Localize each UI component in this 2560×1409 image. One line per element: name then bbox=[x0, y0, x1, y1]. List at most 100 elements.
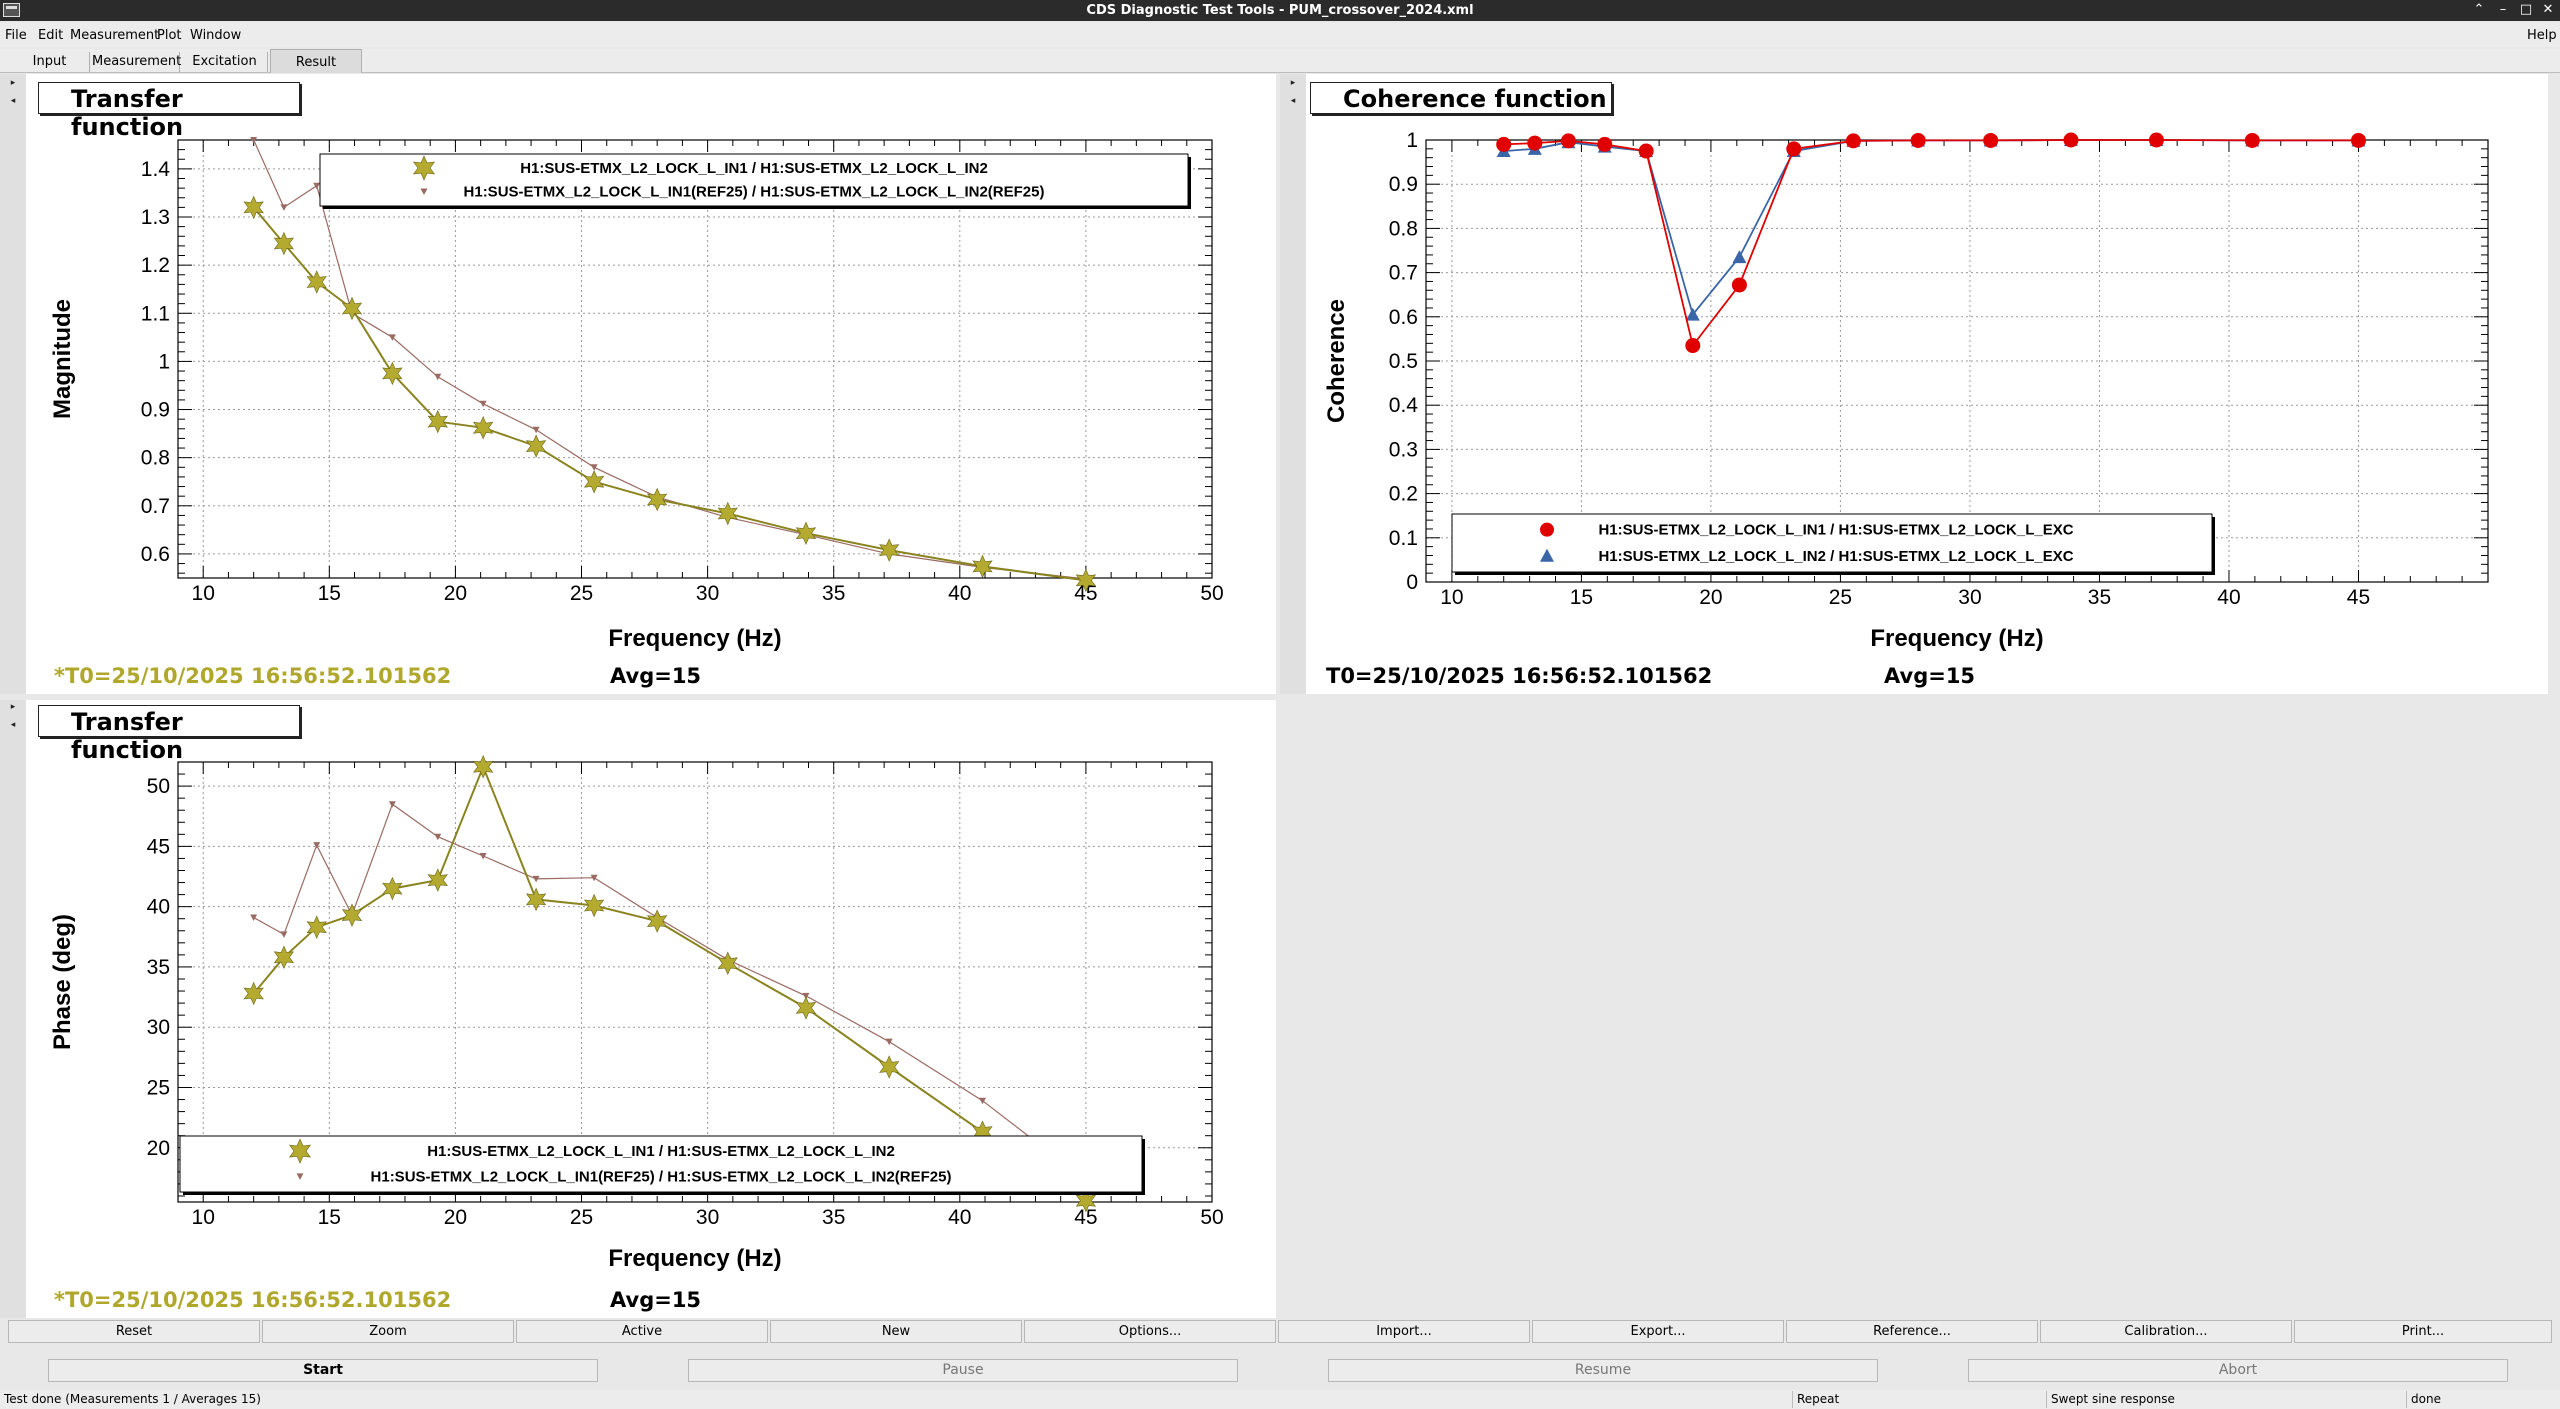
chevron-up-icon[interactable]: ⌃ bbox=[2473, 2, 2485, 17]
x-tick-label: 40 bbox=[948, 582, 971, 605]
minimize-icon[interactable]: – bbox=[2499, 2, 2507, 17]
data-point-triangle-up bbox=[1732, 250, 1747, 264]
data-point-circle bbox=[1597, 136, 1613, 152]
export-button[interactable]: Export... bbox=[1532, 1320, 1784, 1343]
coherence-chart[interactable]: 10 15 20 25 30 35 40 45 0 0.1 0.2 0.3 0.4 0.5 0.6 0.7 0.… bbox=[1306, 74, 2548, 694]
abort-button[interactable]: Abort bbox=[1968, 1359, 2508, 1382]
status-repeat: Repeat bbox=[1792, 1391, 2046, 1408]
data-point-triangle-down bbox=[590, 464, 598, 471]
title-bar: CDS Diagnostic Test Tools - PUM_crossove… bbox=[0, 0, 2560, 21]
plot-title: Transfer function bbox=[38, 705, 300, 764]
start-button[interactable]: Start bbox=[48, 1359, 598, 1382]
data-point-triangle-down bbox=[388, 801, 396, 808]
legend-label: H1:SUS-ETMX_L2_LOCK_L_IN1 / H1:SUS-ETMX_… bbox=[1598, 522, 2073, 539]
y-tick-label: 0.3 bbox=[1389, 438, 1418, 461]
legend-marker bbox=[1540, 548, 1554, 562]
calibration-button[interactable]: Calibration... bbox=[2040, 1320, 2292, 1343]
expand-left-icon[interactable]: ◂ bbox=[10, 720, 16, 730]
reference-button[interactable]: Reference... bbox=[1786, 1320, 2038, 1343]
magnitude-chart[interactable]: 10 15 20 25 30 35 40 45 50 0.6 0.7 0.8 0.9 1 1.1 1.2 1.3… bbox=[26, 74, 1276, 694]
x-tick-label: 45 bbox=[1074, 1206, 1097, 1229]
data-point-triangle-down bbox=[479, 400, 487, 408]
expand-left-icon[interactable]: ◂ bbox=[1290, 96, 1296, 106]
y-tick-label: 0.9 bbox=[1389, 173, 1418, 196]
x-axis-label: Frequency (Hz) bbox=[608, 625, 781, 652]
close-icon[interactable]: ✕ bbox=[2542, 2, 2554, 17]
maximize-icon[interactable]: □ bbox=[2519, 2, 2533, 17]
magnitude-plot-pane[interactable]: Transfer function 10 15 20 25 30 35 40 45 50 0.6 0… bbox=[26, 74, 1276, 694]
active-button[interactable]: Active bbox=[516, 1320, 768, 1343]
pause-button[interactable]: Pause bbox=[688, 1359, 1238, 1382]
data-point-circle bbox=[1496, 136, 1512, 152]
y-tick-label: 45 bbox=[147, 835, 170, 858]
series-0 bbox=[1496, 132, 2366, 354]
phase-plot-pane[interactable]: Transfer function 10 15 20 25 30 35 40 45 50 20 25… bbox=[26, 700, 1276, 1318]
data-point-triangle-down bbox=[388, 334, 396, 341]
data-point-triangle-down bbox=[590, 874, 598, 882]
tab-measurement[interactable]: Measurement bbox=[92, 52, 181, 72]
menu-help[interactable]: Help bbox=[2527, 28, 2557, 43]
plot-button-bar: Reset Zoom Active New Options... Import.… bbox=[0, 1320, 2560, 1345]
y-tick-label: 50 bbox=[147, 775, 170, 798]
menu-plot[interactable]: Plot bbox=[157, 28, 182, 43]
y-tick-label: 0.6 bbox=[141, 543, 170, 566]
plot-area: 10 15 20 25 30 35 40 45 50 0.6 0.7 0.8 0.9 1 1.1 1.2 1.3… bbox=[49, 137, 1224, 652]
x-tick-label: 30 bbox=[696, 1206, 719, 1229]
data-point-star bbox=[243, 981, 264, 1006]
x-tick-label: 35 bbox=[822, 582, 845, 605]
options-button[interactable]: Options... bbox=[1024, 1320, 1276, 1343]
data-point-triangle-down bbox=[979, 1097, 987, 1105]
resume-button[interactable]: Resume bbox=[1328, 1359, 1878, 1382]
x-tick-label: 40 bbox=[948, 1206, 971, 1229]
data-point-triangle-down bbox=[434, 373, 442, 381]
plot-title: Coherence function bbox=[1310, 82, 1612, 114]
expand-right-icon[interactable]: ▸ bbox=[1290, 78, 1296, 88]
avg-label: Avg=15 bbox=[610, 664, 702, 688]
y-tick-label: 0.7 bbox=[141, 495, 170, 518]
status-state: done bbox=[2406, 1391, 2560, 1408]
tab-input[interactable]: Input bbox=[10, 52, 90, 72]
zoom-button[interactable]: Zoom bbox=[262, 1320, 514, 1343]
data-point-star bbox=[341, 903, 363, 927]
expand-right-icon[interactable]: ▸ bbox=[10, 78, 16, 88]
x-tick-label: 10 bbox=[192, 1206, 215, 1229]
legend-marker bbox=[288, 1138, 312, 1164]
y-tick-label: 0.5 bbox=[1389, 350, 1418, 373]
y-axis-label: Magnitude bbox=[49, 299, 76, 419]
x-tick-label: 15 bbox=[318, 582, 341, 605]
coherence-plot-pane[interactable]: Coherence function 10 15 20 25 30 35 40 45 0 0.1 0… bbox=[1306, 74, 2548, 694]
new-button[interactable]: New bbox=[770, 1320, 1022, 1343]
y-tick-label: 1.2 bbox=[141, 254, 170, 277]
expand-right-icon[interactable]: ▸ bbox=[10, 702, 16, 712]
x-tick-label: 10 bbox=[192, 582, 215, 605]
data-point-star bbox=[382, 361, 403, 386]
print-button[interactable]: Print... bbox=[2294, 1320, 2552, 1343]
data-point-star bbox=[583, 893, 605, 918]
data-point-triangle-down bbox=[802, 992, 810, 1000]
menu-window[interactable]: Window bbox=[190, 28, 242, 43]
legend-label: H1:SUS-ETMX_L2_LOCK_L_IN1 / H1:SUS-ETMX_… bbox=[427, 1143, 895, 1160]
data-point-star bbox=[1075, 568, 1097, 592]
data-point-circle bbox=[1910, 132, 1926, 148]
data-point-star bbox=[525, 434, 547, 458]
menu-edit[interactable]: Edit bbox=[38, 28, 64, 43]
x-tick-label: 30 bbox=[696, 582, 719, 605]
legend-box bbox=[319, 153, 1189, 207]
data-point-circle bbox=[1845, 133, 1861, 149]
phase-chart[interactable]: 10 15 20 25 30 35 40 45 50 20 25 30 35 40 45 50 Frequenc… bbox=[26, 700, 1276, 1318]
data-point-triangle-down bbox=[313, 842, 321, 849]
reset-button[interactable]: Reset bbox=[8, 1320, 260, 1343]
tab-excitation[interactable]: Excitation bbox=[182, 52, 268, 72]
y-tick-label: 0.9 bbox=[141, 399, 170, 422]
import-button[interactable]: Import... bbox=[1278, 1320, 1530, 1343]
menu-measurement[interactable]: Measurement bbox=[70, 28, 160, 43]
expand-left-icon[interactable]: ◂ bbox=[10, 96, 16, 106]
data-point-star bbox=[1075, 1189, 1097, 1213]
tab-result[interactable]: Result bbox=[270, 49, 362, 73]
plot-title: Transfer function bbox=[38, 82, 300, 141]
menu-file[interactable]: File bbox=[5, 28, 27, 43]
data-point-circle bbox=[2148, 132, 2164, 148]
data-point-circle bbox=[2063, 132, 2079, 148]
data-point-star bbox=[879, 538, 900, 562]
data-point-star bbox=[717, 501, 738, 526]
